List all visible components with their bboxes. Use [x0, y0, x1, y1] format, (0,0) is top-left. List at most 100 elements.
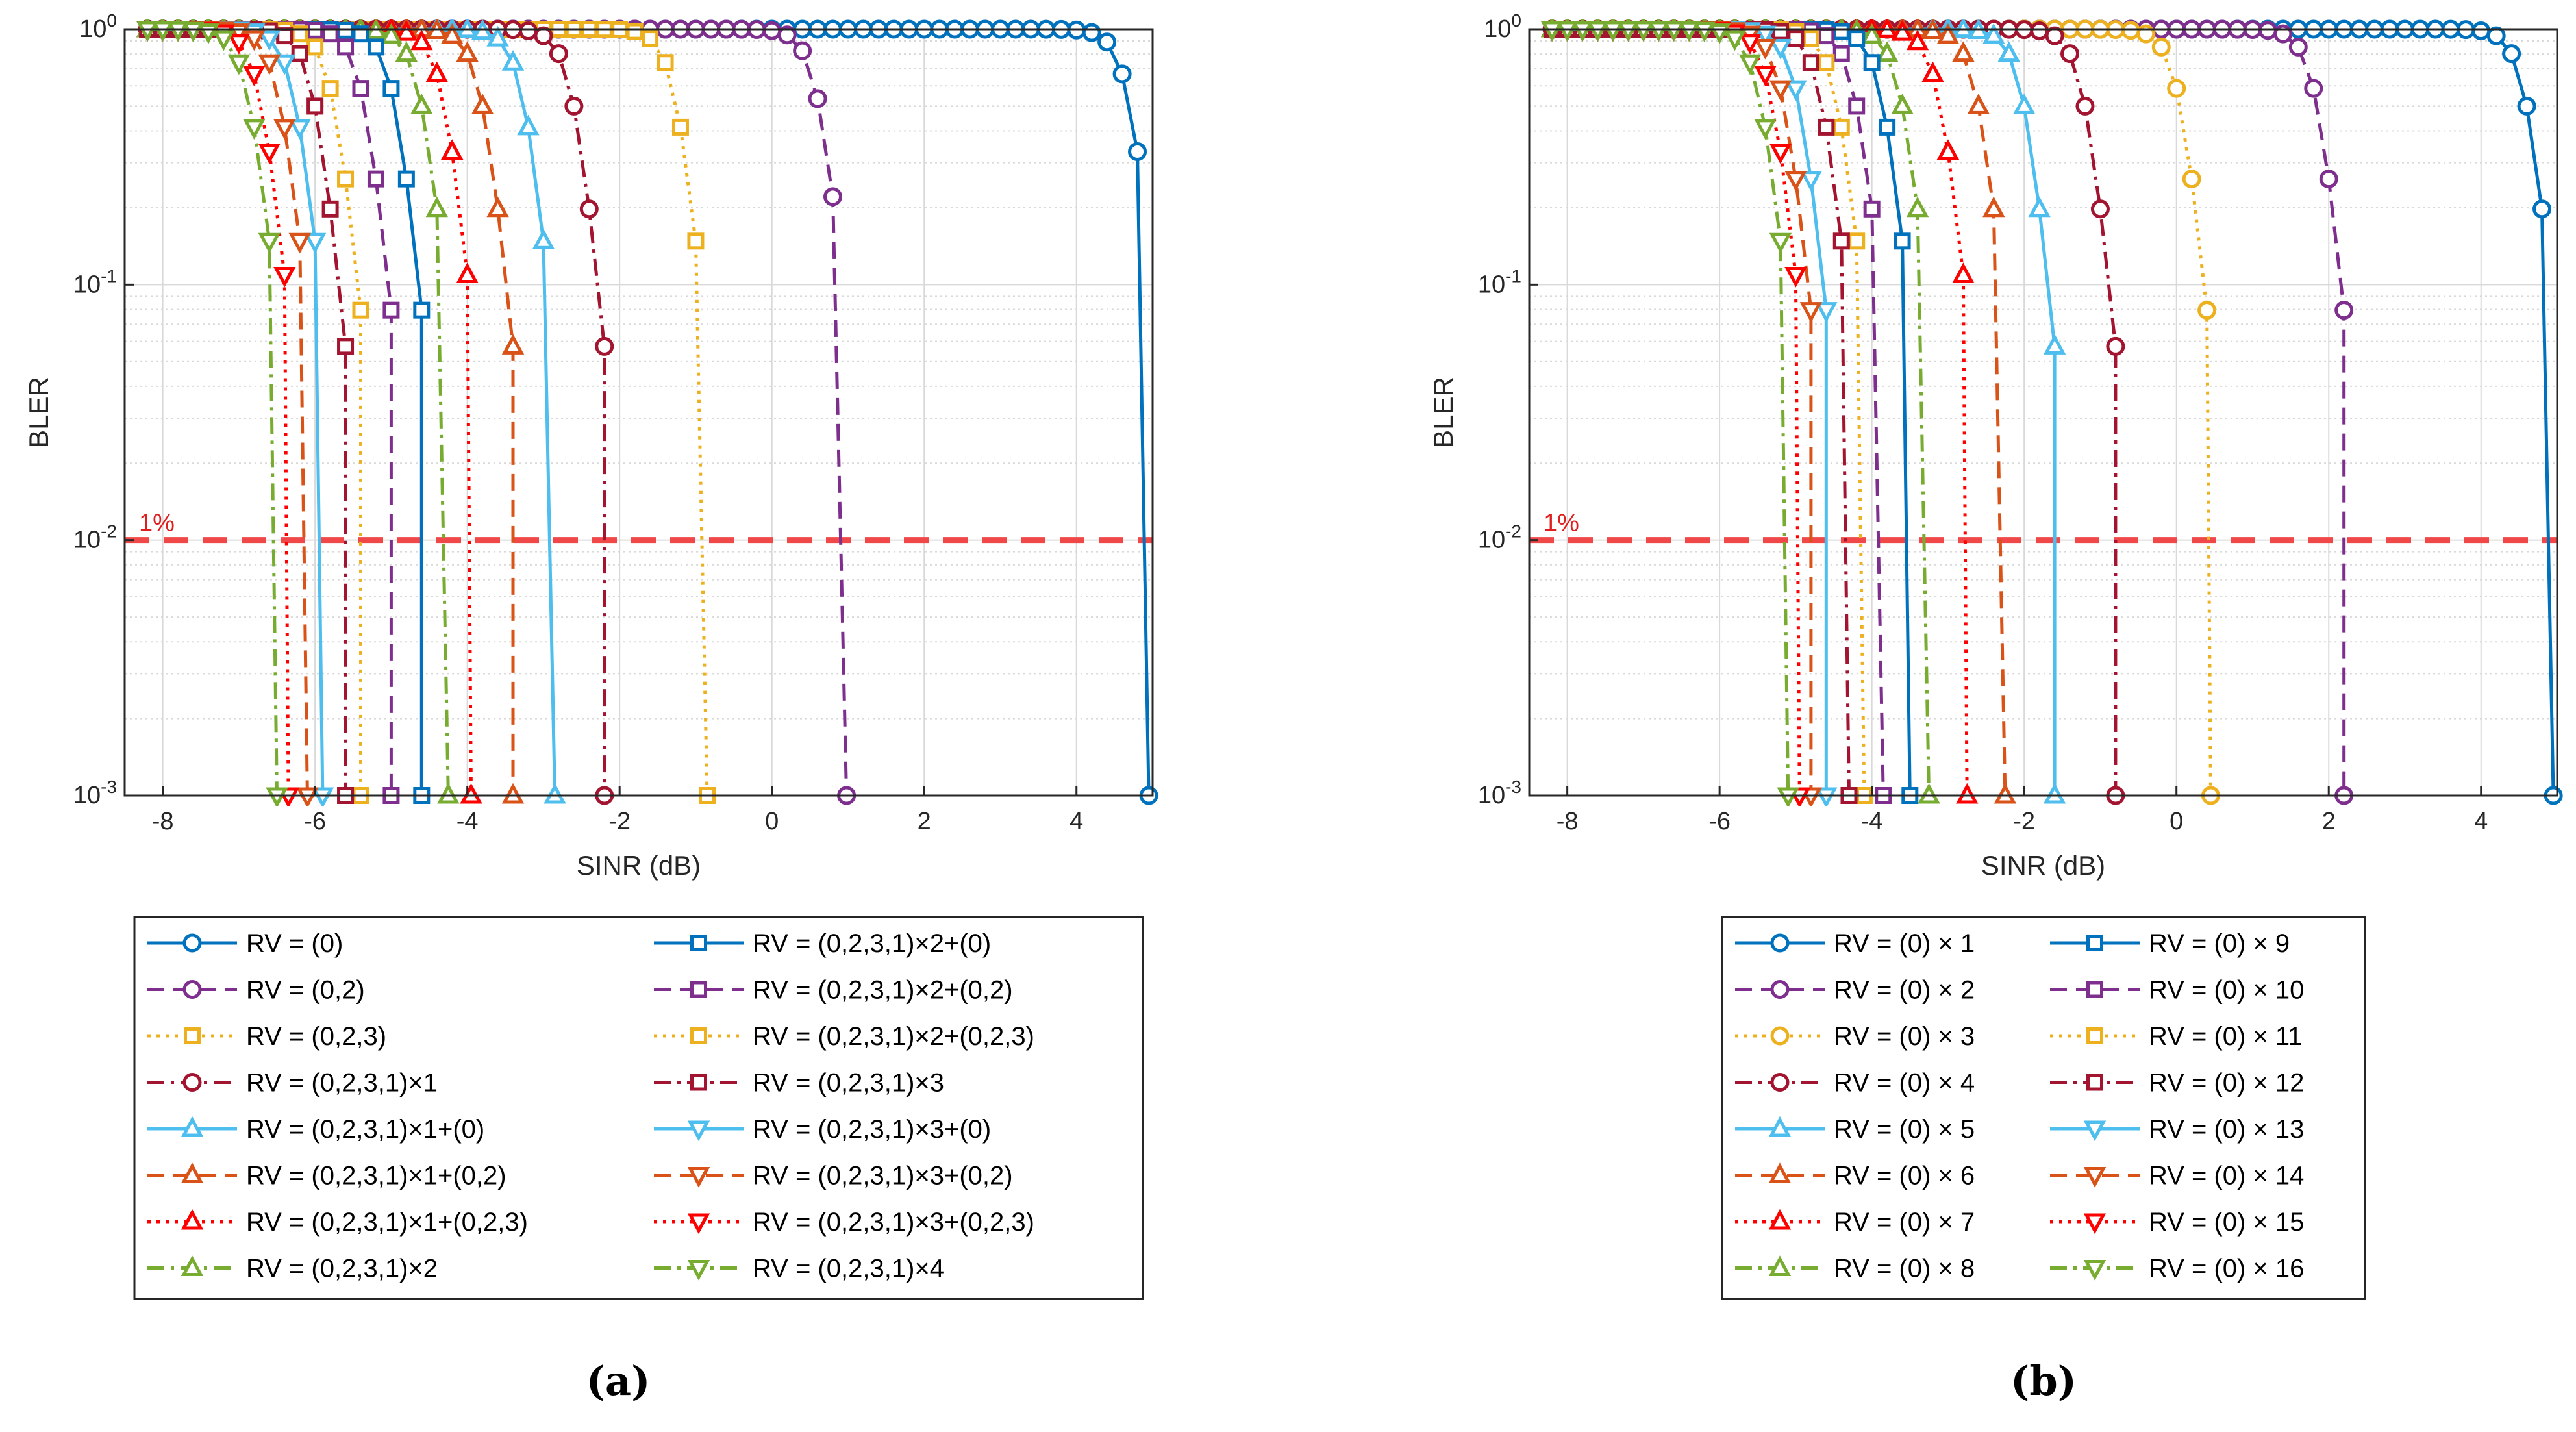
y-tick-exponent: -3 — [101, 777, 117, 797]
y-tick-base: 10 — [1484, 16, 1511, 43]
data-point — [1754, 38, 1777, 60]
x-tick-label: 0 — [765, 808, 779, 835]
legend-marker — [2083, 1260, 2107, 1281]
legend-label: RV = (0,2,3,1)×3+(0,2) — [753, 1162, 1013, 1190]
data-point — [1956, 783, 1979, 804]
data-point — [1777, 787, 1799, 806]
legend-label: RV = (0,2,3,1)×4 — [753, 1255, 944, 1283]
legend-label: RV = (0) × 10 — [2149, 976, 2304, 1005]
data-point — [1997, 41, 2020, 62]
data-point — [1848, 232, 1866, 250]
y-tick-exponent: 0 — [1511, 10, 1521, 31]
legend-entry: RV = (0) × 10 — [2050, 976, 2304, 1005]
data-point — [352, 25, 369, 43]
data-point — [273, 54, 296, 75]
data-point — [1879, 118, 1896, 136]
legend-entry: RV = (0) × 8 — [1735, 1255, 1975, 1283]
legend-marker — [2083, 1213, 2107, 1235]
data-point — [1662, 21, 1685, 42]
data-point — [1875, 41, 1899, 62]
legend-marker — [2083, 1167, 2107, 1188]
legend-marker — [1768, 1255, 1792, 1276]
data-point — [266, 787, 288, 806]
data-point — [1769, 143, 1792, 164]
data-point — [311, 787, 334, 806]
legend-label: RV = (0) — [246, 929, 343, 958]
data-point — [441, 23, 464, 44]
legend-marker — [2086, 1074, 2103, 1091]
legend-entry: RV = (0,2,3,1)×2+(0) — [654, 929, 991, 958]
plot-area — [125, 29, 1153, 796]
y-tick-label: 10-3 — [1478, 777, 1521, 809]
data-point — [2028, 196, 2051, 218]
legend-entry: RV = (0,2,3,1)×2+(0,2) — [654, 976, 1013, 1005]
legend-label: RV = (0) × 2 — [1834, 976, 1975, 1005]
y-tick-exponent: 0 — [106, 10, 117, 31]
data-point — [1815, 787, 1838, 806]
legend-entry: RV = (0) × 7 — [1735, 1208, 1975, 1237]
y-tick-label: 10-1 — [1478, 266, 1521, 298]
y-tick-label: 10-3 — [73, 777, 117, 809]
legend-marker — [182, 933, 202, 953]
legend-marker — [2083, 1120, 2107, 1142]
data-point — [1738, 34, 1762, 55]
data-point — [382, 80, 400, 97]
series-line — [147, 27, 393, 796]
data-point — [395, 41, 418, 62]
y-tick-base: 10 — [73, 782, 101, 809]
data-point — [1802, 30, 1819, 47]
data-point — [425, 61, 448, 82]
data-point — [1540, 21, 1564, 42]
data-point — [1832, 23, 1850, 40]
data-point — [1848, 97, 1866, 115]
legend-entry: RV = (0,2,3,1)×1 — [147, 1069, 438, 1098]
data-point — [595, 336, 614, 356]
data-point — [2532, 199, 2552, 219]
data-point — [166, 21, 190, 42]
legend-entry: RV = (0,2) — [147, 976, 365, 1005]
legend-label: RV = (0) × 12 — [2149, 1069, 2304, 1098]
data-point — [352, 80, 369, 97]
data-point — [777, 25, 797, 45]
data-point — [1967, 94, 1990, 114]
data-point — [288, 119, 311, 140]
data-point — [243, 30, 266, 51]
data-point — [395, 19, 418, 41]
data-point — [1799, 302, 1823, 323]
data-point — [288, 232, 311, 254]
legend-entry: RV = (0,2,3,1)×3+(0) — [654, 1115, 991, 1144]
data-point — [410, 94, 433, 114]
legend-entry: RV = (0,2,3,1)×1+(0,2,3) — [147, 1208, 528, 1237]
legend-marker — [2086, 1027, 2103, 1044]
data-point — [2471, 21, 2491, 41]
y-axis-label: BLER — [23, 377, 54, 448]
data-point — [626, 23, 644, 40]
y-tick-label: 100 — [1484, 10, 1521, 43]
legend-label: RV = (0) × 8 — [1834, 1255, 1975, 1283]
legend-entry: RV = (0) × 9 — [2050, 929, 2290, 958]
reference-line-label: 1% — [1544, 510, 1579, 537]
y-tick-base: 10 — [73, 271, 101, 298]
data-point — [564, 96, 584, 116]
data-point — [1936, 23, 1960, 44]
legend-marker — [690, 981, 707, 998]
data-point — [1952, 41, 1975, 62]
data-point — [337, 38, 355, 56]
data-point — [1097, 32, 1117, 52]
legend-marker — [182, 1073, 202, 1092]
data-point — [1112, 64, 1132, 84]
legend-entry: RV = (0) × 13 — [2050, 1115, 2304, 1144]
data-point — [1815, 302, 1838, 323]
legend-entry: RV = (0) × 15 — [2050, 1208, 2304, 1237]
data-point — [1894, 232, 1911, 250]
legend-label: RV = (0,2,3,1)×1 — [246, 1069, 438, 1098]
legend-entry: RV = (0) × 1 — [1735, 929, 1975, 958]
legend-marker — [690, 935, 707, 951]
data-point — [321, 25, 339, 43]
data-point — [1784, 80, 1807, 101]
data-point — [337, 170, 355, 188]
data-point — [808, 89, 827, 108]
data-point — [1906, 196, 1929, 218]
data-point — [1936, 139, 1960, 160]
